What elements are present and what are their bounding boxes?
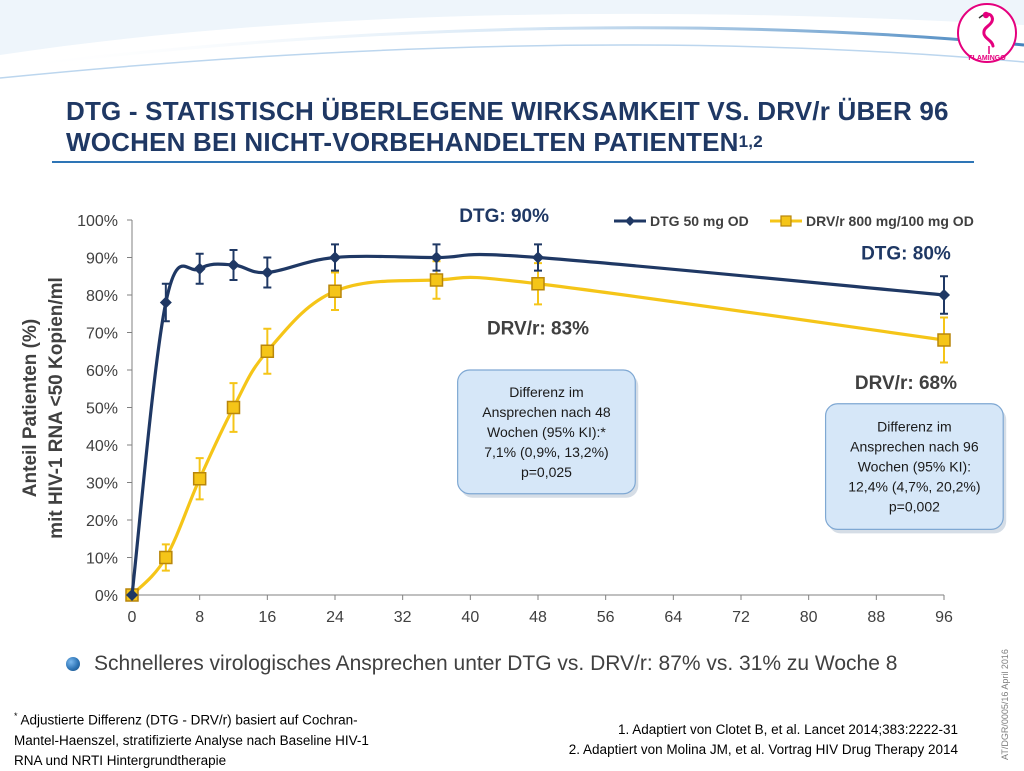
legend: DTG 50 mg OD DRV/r 800 mg/100 mg OD [614,213,974,229]
y-tick-label: 50% [86,401,118,418]
callout-text-line: Ansprechen nach 96 [850,439,979,455]
legend-marker [625,216,635,226]
x-tick-label: 96 [935,609,953,626]
reference-2: 2. Adaptiert von Molina JM, et al. Vortr… [568,742,958,757]
data-point-dtg [532,251,544,264]
slide-title: DTG - STATISTISCH ÜBERLEGENE WIRKSAMKEIT… [66,96,966,161]
x-tick-label: 16 [258,609,276,626]
y-tick-label: 10% [86,551,118,568]
callout-text-line: Wochen (95% KI): [858,459,971,475]
callout-text-line: Differenz im [877,419,951,435]
reference-1: 1. Adaptiert von Clotet B, et al. Lancet… [618,722,958,737]
y-tick-label: 30% [86,476,118,493]
annotation-dtg: DTG: 80% [861,243,951,264]
data-point-dtg [193,262,206,275]
data-point-dtg [159,296,172,309]
y-tick-label: 20% [86,513,118,530]
data-point-drv [226,400,241,415]
footnote: * Adjustierte Differenz (DTG - DRV/r) ba… [14,706,374,771]
x-tick-label: 72 [732,609,750,626]
callout-text-line: Wochen (95% KI):* [487,424,606,440]
y-tick-label: 70% [86,326,118,343]
data-point-drv [429,273,444,287]
callout-background [824,403,1004,530]
references: 1. Adaptiert von Clotet B, et al. Lancet… [470,720,958,760]
callout-text-line: Differenz im [509,384,583,400]
legend-marker [780,215,792,227]
callout-box-2: Differenz im Ansprechen nach 96 Wochen (95… [824,403,1007,534]
data-point-drv [192,472,207,486]
callout-background [457,369,636,495]
data-point-dtg [227,259,240,271]
document-code: AT/DGR/0005/16 April 2016 [1000,610,1016,760]
legend-item-drv: DRV/r 800 mg/100 mg OD [770,213,974,229]
x-tick-label: 88 [867,609,885,626]
logo-text: FLAMINGO [968,55,1006,62]
y-tick-label: 90% [86,251,118,268]
y-tick-label: 100% [77,213,118,230]
header-swoosh-decoration [0,0,1024,79]
x-tick-label: 64 [664,609,682,626]
annotation-drv: DRV/r: 68% [855,373,957,394]
y-tick-label: 60% [86,363,118,380]
title-underline [52,161,974,163]
series [125,243,951,602]
bullet-text: Schnelleres virologisches Ansprechen unt… [94,652,898,675]
document-code-text: AT/DGR/0005/16 April 2016 [1000,649,1010,760]
callout-text-line: 12,4% (4,7%, 20,2%) [848,479,980,495]
callout-box-1: Differenz im Ansprechen nach 48 Wochen (95… [457,369,639,498]
annotations: DTG: 90% DTG: 80% DRV/r: 83% DRV/r: 68% [459,206,957,394]
data-point-drv [328,284,342,298]
data-point-dtg [430,251,443,264]
y-tick-label: 0% [95,588,118,605]
y-axis: 0% 10% 20% 30% 40% 50% 60% 70% 80% 90% 100% [77,213,133,605]
flamingo-study-logo: FLAMINGO [957,3,1017,63]
data-point-dtg [938,289,950,301]
callout-text-line: p=0,025 [521,464,572,480]
data-point-drv [260,344,275,358]
title-superscript: 1,2 [738,132,763,151]
response-chart: 0% 10% 20% 30% 40% 50% 60% 70% 80% 90% 100% 0 8 16 24… [20,206,1007,626]
legend-label: DTG 50 mg OD [650,213,749,229]
data-point-dtg [329,251,341,264]
series-drv [125,260,951,602]
legend-item-dtg: DTG 50 mg OD [614,213,749,229]
x-tick-label: 0 [128,609,137,626]
data-point-drv [531,277,545,291]
bullet-sphere-icon [66,657,80,671]
footnote-marker: * [14,711,18,721]
x-axis: 0 8 16 24 32 40 48 56 64 72 80 88 96 [128,594,953,626]
data-point-dtg [126,589,138,601]
x-tick-label: 80 [800,609,818,626]
series-dtg [126,243,950,601]
x-tick-label: 48 [529,609,547,626]
annotation-dtg: DTG: 90% [459,206,549,227]
callout-text-line: p=0,002 [889,499,940,515]
x-tick-label: 8 [195,609,204,626]
series-line-drv [130,275,945,597]
callout-text-line: Ansprechen nach 48 [482,404,611,420]
title-text: DTG - STATISTISCH ÜBERLEGENE WIRKSAMKEIT… [66,96,949,157]
y-tick-label: 80% [86,288,118,305]
footnote-text: Adjustierte Differenz (DTG - DRV/r) basi… [14,712,369,768]
callout-text-line: 7,1% (0,9%, 13,2%) [484,444,609,460]
annotation-drv: DRV/r: 83% [487,318,589,339]
y-axis-label-line2: mit HIV-1 RNA <50 Kopien/ml [46,277,67,539]
x-tick-label: 40 [461,609,479,626]
data-point-drv [937,333,951,347]
data-point-drv [159,550,173,565]
legend-label: DRV/r 800 mg/100 mg OD [806,213,974,229]
x-tick-label: 32 [394,609,412,626]
x-tick-label: 56 [597,609,615,626]
x-tick-label: 24 [326,609,344,626]
data-point-dtg [261,266,274,279]
callouts: Differenz im Ansprechen nach 48 Wochen (95… [457,369,1007,534]
y-tick-label: 40% [86,438,118,455]
y-axis-label-line1: Anteil Patienten (%) [20,319,41,497]
bullet-point: Schnelleres virologisches Ansprechen unt… [66,652,966,676]
